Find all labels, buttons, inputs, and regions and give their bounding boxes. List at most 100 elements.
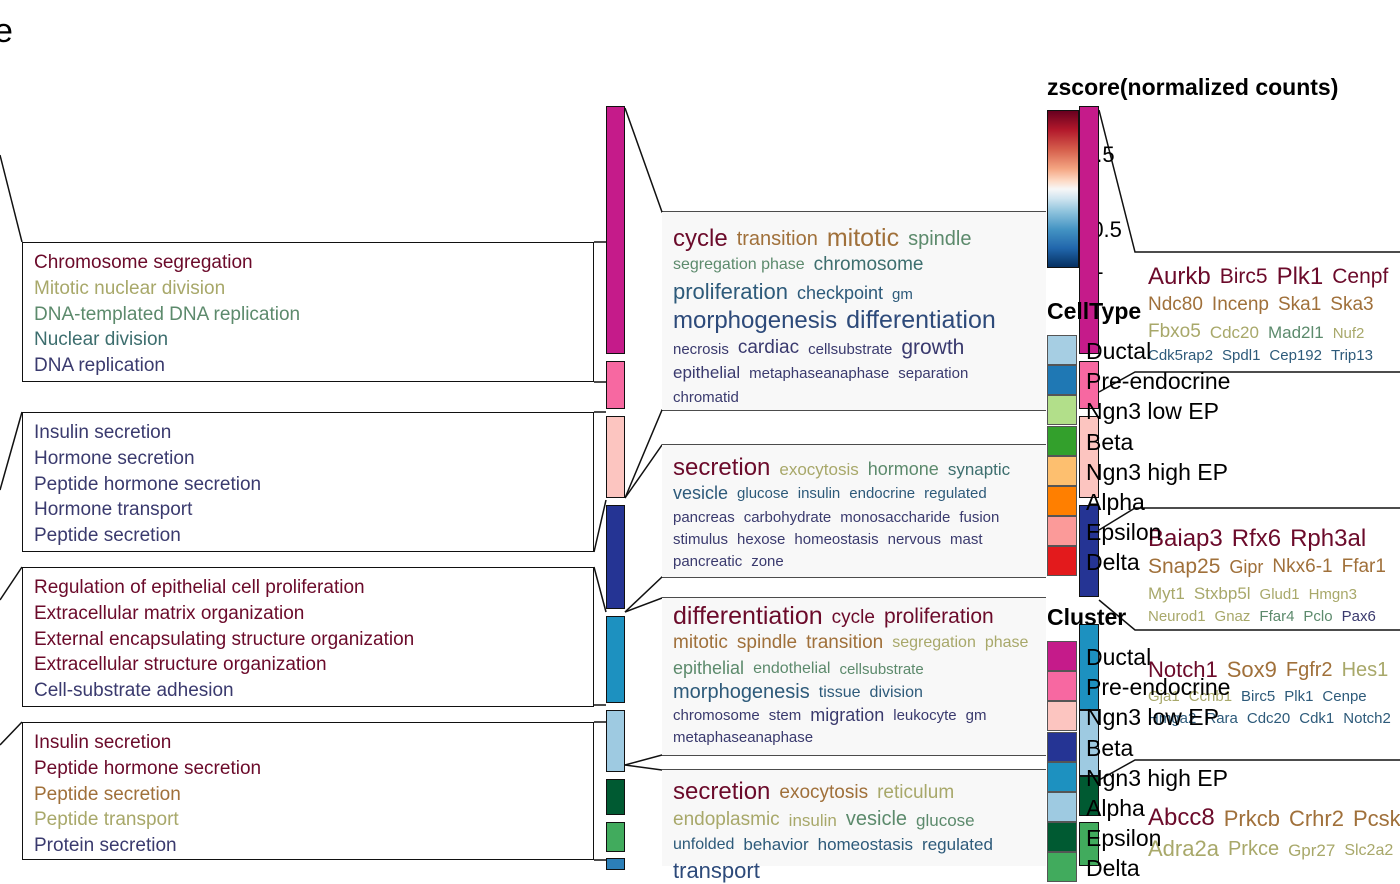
middle-bar-seg-5 xyxy=(606,616,625,703)
right-bar-seg-3 xyxy=(1079,416,1099,498)
gene_groups-word: Hmgn3 xyxy=(1308,585,1357,603)
gene_groups-word: Abcc8 xyxy=(1148,804,1215,832)
wordclouds-word: endoplasmic xyxy=(673,809,780,831)
wordclouds-word: vesicle xyxy=(673,482,729,503)
wordclouds-word: necrosis xyxy=(673,340,729,358)
gene_groups-word: Pclo xyxy=(1303,608,1333,626)
gene_groups-word: Slc2a2 xyxy=(1344,841,1394,859)
gene_groups-word: Pcsk1 xyxy=(1352,806,1400,831)
wordclouds-word: mast xyxy=(949,531,983,549)
gene_groups-word: Ndc80 xyxy=(1148,294,1203,316)
gene_groups-word: Cep192 xyxy=(1269,347,1322,365)
right-bar-seg-4 xyxy=(1079,505,1099,597)
legend-swatch xyxy=(1047,701,1077,732)
gene_groups-word: Notch2 xyxy=(1343,710,1391,728)
legend-label: Pre-endocrine xyxy=(1086,368,1231,395)
gene_groups-word: Trip13 xyxy=(1330,347,1373,365)
wordclouds-word: glucose xyxy=(737,485,789,503)
wordclouds-word: glucose xyxy=(916,811,975,830)
go-term: DNA replication xyxy=(34,355,165,377)
wordclouds-word: metaphaseanaphase xyxy=(749,365,890,383)
wordclouds-word: regulated xyxy=(922,835,993,855)
wordclouds-word: secretion xyxy=(673,453,771,481)
go-panel-4 xyxy=(22,722,594,860)
legend-swatch xyxy=(1047,731,1077,762)
wordclouds-word: secretion xyxy=(673,777,771,805)
wordclouds-word: chromatid xyxy=(673,389,739,407)
wordclouds-word: unfolded xyxy=(673,836,735,854)
enrichment-figure: e xyxy=(0,14,1400,883)
wordclouds-word: vesicle xyxy=(845,808,908,831)
legend-swatch xyxy=(1047,792,1077,822)
gene_groups-word: Stxbp5l xyxy=(1193,584,1251,604)
wordclouds-word: spindle xyxy=(908,228,972,251)
wordclouds-word: regulated xyxy=(924,485,987,503)
gene_groups-word: Fgfr2 xyxy=(1285,659,1333,682)
middle-bar-seg-4 xyxy=(606,505,625,609)
go-term: Hormone transport xyxy=(34,499,193,521)
wordclouds-word: epithelial xyxy=(673,363,741,383)
wordclouds-word: gm xyxy=(965,707,987,725)
gene_groups-word: Cdc20 xyxy=(1209,323,1259,342)
wordclouds-word: pancreas xyxy=(673,509,735,527)
gene_groups-word: Ccnb1 xyxy=(1188,688,1233,706)
wordclouds-word: homeostasis xyxy=(794,531,879,549)
legend-label: Pre-endocrine xyxy=(1086,674,1231,701)
legend-swatch xyxy=(1047,365,1077,396)
gene_groups-word: Myt1 xyxy=(1148,584,1185,604)
legend-swatch xyxy=(1047,516,1077,547)
wordclouds-word: division xyxy=(869,684,923,702)
wordclouds-word: endothelial xyxy=(753,660,831,677)
right-bar-seg-2 xyxy=(1079,361,1099,409)
legend-label: Epsilon xyxy=(1086,519,1162,546)
wordclouds-word: mitotic xyxy=(826,223,900,252)
middle-bar-seg-1 xyxy=(606,106,625,354)
gene_groups-word: Cdk5rap2 xyxy=(1148,347,1214,365)
wordclouds-word: hexose xyxy=(737,531,786,549)
gene_groups-word: Sox9 xyxy=(1226,657,1277,683)
wordclouds-word: phase xyxy=(984,634,1029,652)
middle-bar-seg-9 xyxy=(606,858,625,870)
legend-swatch xyxy=(1047,852,1077,883)
gene_groups-word: Plk1 xyxy=(1284,688,1314,706)
wordcloud-panel-4 xyxy=(662,770,1046,866)
right-bar-seg-5 xyxy=(1079,624,1099,710)
legend-label: Alpha xyxy=(1086,795,1145,821)
gene_groups-word: Nkx6-1 xyxy=(1272,556,1333,578)
wordclouds-word: morphogenesis xyxy=(673,306,838,334)
wordclouds-word: epithelial xyxy=(673,658,745,679)
wordclouds-word: stimulus xyxy=(673,531,729,549)
gene_groups-word: Ska1 xyxy=(1277,294,1322,316)
gene_groups-word: Birc5 xyxy=(1241,688,1276,706)
legend-swatch xyxy=(1047,761,1077,792)
wordcloud-panel-2 xyxy=(662,445,1046,577)
legend-label: Delta xyxy=(1086,855,1140,882)
gene_groups-word: Baiap3 xyxy=(1148,525,1223,553)
wordclouds-word: chromosome xyxy=(813,253,924,275)
gene_groups-word: Incenp xyxy=(1211,294,1269,316)
go-term: Peptide secretion xyxy=(34,525,181,547)
go-term: Peptide hormone secretion xyxy=(34,757,262,779)
gene_groups-word: Hes1 xyxy=(1341,659,1389,682)
legend-label: Ductal xyxy=(1086,644,1152,670)
wordclouds-word: cardiac xyxy=(737,337,800,359)
gene_groups-word: Fbxo5 xyxy=(1148,321,1201,343)
wordclouds-word: synaptic xyxy=(947,460,1011,480)
legend-label: Ngn3 low EP xyxy=(1086,398,1219,425)
gene_groups-word: Prkcb xyxy=(1223,806,1280,831)
go-term: Insulin secretion xyxy=(34,422,172,443)
wordclouds-word: mitotic xyxy=(673,631,728,653)
gene_groups-word: Hmga2 xyxy=(1148,710,1197,728)
wordclouds-word: proliferation xyxy=(883,605,994,629)
go-term: Protein secretion xyxy=(34,835,177,857)
gene_groups-word: Rph3al xyxy=(1290,525,1367,553)
go-term: Chromosome segregation xyxy=(34,252,253,273)
wordclouds-word: stem xyxy=(768,707,802,725)
wordclouds-word: transition xyxy=(736,228,818,251)
go-term: Extracellular structure organization xyxy=(34,654,327,676)
right-bar-seg-1 xyxy=(1079,106,1099,354)
legend-swatch xyxy=(1047,395,1077,426)
wordclouds-word: spindle xyxy=(736,631,798,653)
gene_groups-word: Gipr xyxy=(1229,557,1264,578)
middle-bar-seg-8 xyxy=(606,822,625,852)
